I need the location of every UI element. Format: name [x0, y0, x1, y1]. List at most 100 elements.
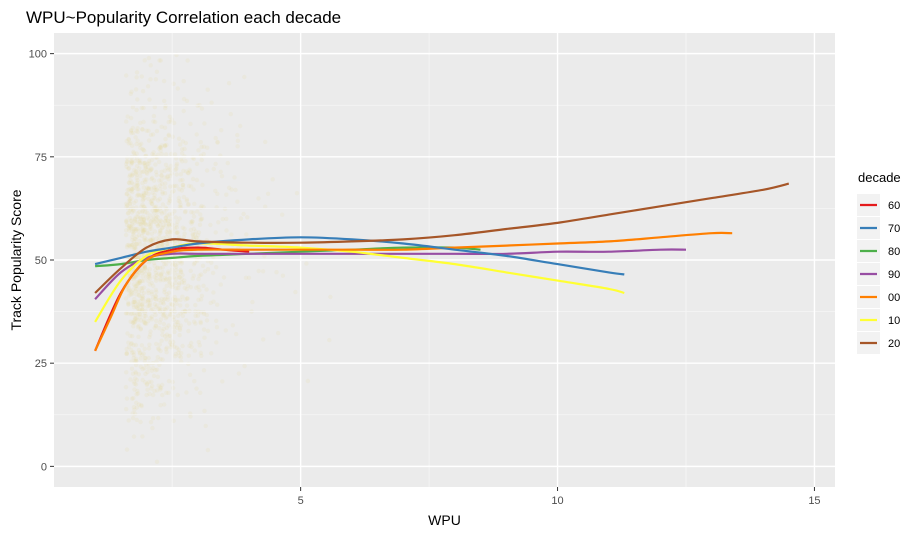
scatter-point — [168, 173, 173, 178]
scatter-cloud — [123, 52, 333, 464]
scatter-point — [155, 224, 161, 229]
scatter-point — [163, 296, 168, 302]
scatter-point — [131, 324, 136, 329]
scatter-point — [173, 322, 178, 327]
scatter-point — [146, 161, 152, 166]
scatter-point — [135, 219, 140, 224]
scatter-point — [280, 212, 285, 217]
scatter-point — [131, 352, 136, 357]
scatter-point — [131, 182, 136, 187]
scatter-point — [132, 200, 137, 205]
scatter-point — [153, 324, 158, 329]
scatter-point — [270, 177, 275, 182]
scatter-point — [132, 245, 137, 251]
scatter-point — [233, 187, 238, 193]
scatter-point — [124, 192, 129, 197]
scatter-point — [146, 366, 152, 371]
scatter-point — [133, 283, 138, 289]
scatter-point — [202, 121, 207, 126]
scatter-point — [208, 222, 213, 228]
scatter-point — [138, 170, 143, 175]
scatter-point — [190, 219, 195, 224]
scatter-point — [132, 217, 138, 222]
scatter-point — [188, 268, 193, 273]
scatter-point — [147, 224, 153, 229]
scatter-point — [131, 149, 136, 155]
scatter-point — [165, 271, 170, 276]
scatter-point — [199, 144, 204, 150]
scatter-point — [167, 198, 173, 204]
scatter-point — [161, 235, 166, 241]
scatter-point — [145, 215, 150, 220]
scatter-point — [172, 120, 177, 126]
scatter-point — [160, 191, 165, 196]
scatter-point — [188, 285, 193, 290]
scatter-point — [147, 282, 152, 287]
scatter-point — [140, 304, 145, 309]
scatter-point — [144, 321, 149, 326]
scatter-point — [148, 298, 153, 303]
scatter-point — [155, 152, 161, 157]
scatter-point — [192, 201, 197, 207]
scatter-point — [163, 162, 169, 167]
scatter-point — [182, 231, 187, 236]
scatter-point — [198, 140, 203, 145]
scatter-point — [154, 69, 160, 75]
scatter-point — [145, 210, 150, 215]
scatter-point — [166, 323, 171, 328]
scatter-point — [154, 172, 159, 178]
scatter-point — [133, 369, 138, 375]
scatter-point — [128, 333, 133, 339]
scatter-point — [165, 219, 171, 224]
series-lines — [94, 182, 790, 352]
legend: decade 60 70 80 90 00 10 20 — [857, 170, 901, 354]
scatter-point — [165, 231, 170, 236]
scatter-point — [174, 267, 179, 273]
scatter-point — [194, 161, 200, 167]
scatter-point — [129, 290, 135, 295]
scatter-point — [133, 288, 138, 294]
scatter-point — [133, 220, 138, 225]
scatter-point — [127, 225, 133, 230]
scatter-point — [131, 208, 136, 214]
scatter-point — [158, 145, 163, 150]
scatter-point — [153, 196, 158, 201]
scatter-point — [159, 273, 164, 279]
scatter-point — [141, 119, 146, 125]
scatter-point — [155, 243, 160, 248]
scatter-point — [175, 319, 181, 325]
scatter-point — [135, 303, 141, 309]
scatter-point — [164, 234, 169, 240]
scatter-point — [204, 312, 209, 318]
scatter-point — [218, 282, 223, 287]
scatter-point — [140, 226, 146, 231]
scatter-point — [141, 190, 147, 196]
scatter-point — [152, 187, 157, 193]
scatter-point — [139, 402, 144, 408]
scatter-point — [150, 416, 156, 421]
scatter-point — [191, 156, 196, 161]
scatter-point — [154, 303, 160, 308]
scatter-point — [141, 351, 146, 356]
scatter-point — [136, 302, 141, 307]
scatter-point — [199, 203, 204, 209]
scatter-point — [179, 147, 185, 152]
scatter-point — [222, 206, 228, 212]
scatter-point — [158, 218, 163, 223]
scatter-point — [135, 183, 140, 188]
scatter-point — [156, 347, 162, 352]
scatter-point — [143, 164, 148, 170]
scatter-point — [196, 284, 201, 289]
scatter-point — [184, 169, 189, 174]
scatter-point — [132, 381, 137, 386]
scatter-point — [132, 316, 138, 321]
scatter-point — [134, 242, 139, 247]
scatter-point — [152, 229, 158, 234]
scatter-point — [123, 384, 129, 390]
scatter-point — [150, 201, 155, 207]
scatter-point — [245, 215, 250, 220]
scatter-point — [159, 178, 164, 183]
scatter-point — [131, 404, 137, 410]
scatter-point — [162, 191, 168, 196]
scatter-point — [134, 214, 139, 219]
